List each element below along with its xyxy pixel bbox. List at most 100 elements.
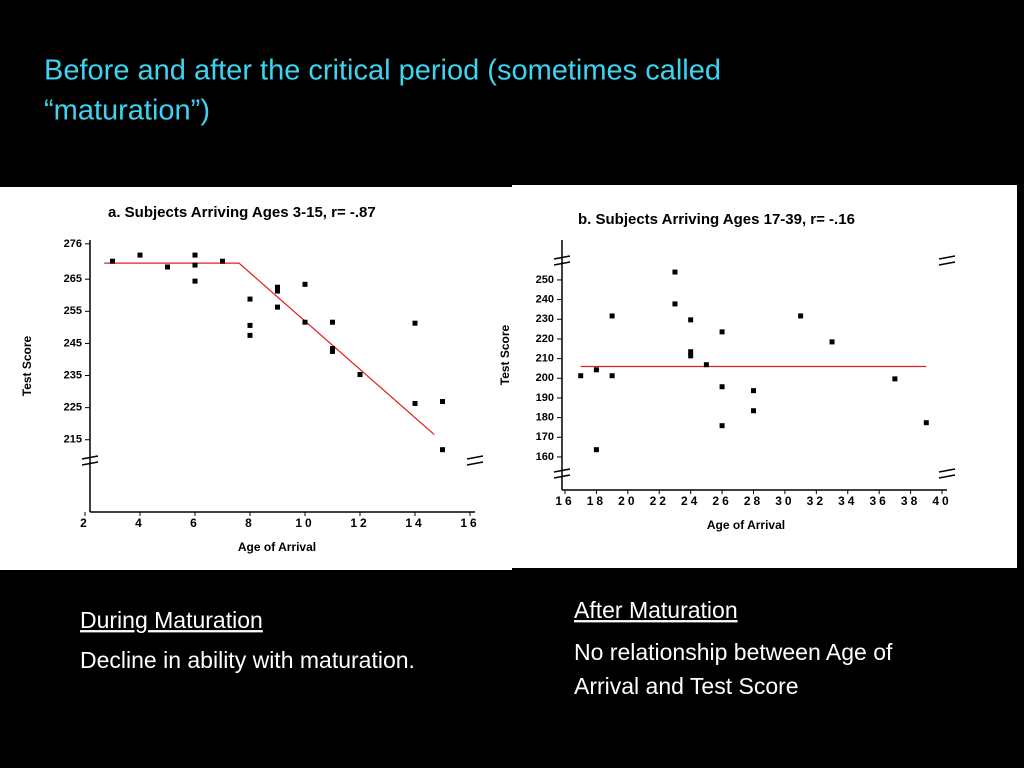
point: [192, 252, 198, 258]
point: [923, 420, 929, 426]
x-tick-label: 28: [744, 494, 763, 508]
y-axis-label: Test Score: [20, 335, 34, 396]
x-tick-label: 22: [650, 494, 669, 508]
point: [751, 388, 756, 394]
point: [192, 262, 198, 268]
point: [247, 332, 253, 338]
axis-break: [553, 474, 571, 479]
x-tick-label: 14: [405, 516, 424, 530]
point: [719, 329, 725, 335]
y-tick-label: 160: [536, 451, 554, 463]
x-tick-label: 24: [681, 494, 700, 508]
y-tick-label: 215: [64, 434, 82, 446]
slide-title: “maturation”): [44, 95, 210, 127]
y-tick-label: 220: [536, 333, 554, 345]
x-tick-label: 26: [712, 494, 731, 508]
axis-break: [553, 468, 571, 473]
axis-break: [81, 455, 99, 460]
y-tick-label: 235: [64, 369, 82, 381]
axis-break: [938, 255, 956, 260]
x-tick-label: 30: [775, 494, 794, 508]
axis-break: [938, 474, 956, 479]
x-tick-label: 10: [295, 516, 314, 530]
point: [302, 319, 308, 325]
point: [275, 288, 280, 294]
slide-title: Before and after the critical period (so…: [44, 55, 721, 87]
panel: [512, 185, 1017, 568]
axis-break: [466, 455, 484, 460]
y-tick-label: 210: [536, 353, 554, 365]
y-tick-label: 240: [536, 294, 554, 306]
point: [440, 399, 445, 405]
point: [672, 301, 678, 307]
point: [798, 313, 804, 319]
x-tick-label: 34: [838, 494, 857, 508]
y-tick-label: 180: [536, 412, 554, 424]
x-axis-label: Age of Arrival: [707, 518, 785, 532]
point: [247, 322, 253, 328]
point: [110, 258, 115, 264]
point: [192, 278, 198, 284]
point: [719, 423, 725, 429]
y-tick-label: 190: [536, 392, 554, 404]
point: [688, 353, 694, 359]
y-tick-label: 265: [64, 273, 82, 285]
x-tick-label: 12: [350, 516, 369, 530]
caption-heading: After Maturation: [574, 597, 738, 623]
axis-break: [938, 468, 956, 473]
caption-text: No relationship between Age of: [574, 639, 893, 665]
x-axis-label: Age of Arrival: [238, 540, 316, 554]
axis-break: [81, 461, 99, 466]
point: [672, 269, 678, 275]
y-tick-label: 276: [64, 238, 82, 250]
x-tick-label: 16: [555, 494, 574, 508]
point: [609, 373, 615, 379]
chart-title: b. Subjects Arriving Ages 17-39, r= -.16: [578, 211, 855, 228]
point: [302, 281, 308, 287]
point: [578, 373, 584, 379]
x-tick-label: 2: [80, 516, 90, 530]
axis-break: [553, 255, 571, 260]
point: [688, 317, 694, 323]
caption-heading: During Maturation: [80, 607, 263, 633]
x-tick-label: 40: [932, 494, 951, 508]
x-tick-label: 6: [190, 516, 200, 530]
y-tick-label: 255: [64, 305, 82, 317]
y-tick-label: 170: [536, 431, 554, 443]
x-tick-label: 38: [901, 494, 920, 508]
point: [275, 284, 280, 290]
axis-break: [938, 261, 956, 266]
point: [220, 258, 225, 264]
axis-break: [466, 461, 484, 466]
y-tick-label: 245: [64, 337, 82, 349]
point: [330, 348, 335, 354]
point: [593, 447, 599, 453]
y-tick-label: 250: [536, 274, 554, 286]
point: [703, 362, 709, 368]
point: [412, 320, 418, 326]
x-tick-label: 8: [245, 516, 255, 530]
axis-break: [553, 261, 571, 266]
point: [247, 296, 253, 302]
x-tick-label: 16: [460, 516, 479, 530]
point: [892, 376, 898, 382]
caption-text: Arrival and Test Score: [574, 673, 799, 699]
point: [412, 400, 418, 406]
chart-title: a. Subjects Arriving Ages 3-15, r= -.87: [108, 204, 376, 221]
x-tick-label: 18: [587, 494, 606, 508]
y-axis-label: Test Score: [498, 324, 512, 385]
y-tick-label: 200: [536, 372, 554, 384]
point: [275, 304, 280, 310]
panel: [0, 187, 512, 570]
point: [688, 349, 694, 355]
x-tick-label: 20: [618, 494, 637, 508]
point: [440, 447, 445, 453]
fit-line: [104, 262, 435, 436]
x-tick-label: 32: [807, 494, 826, 508]
point: [330, 319, 335, 325]
x-tick-label: 36: [869, 494, 888, 508]
point: [751, 408, 756, 414]
point: [330, 346, 335, 352]
x-tick-label: 4: [135, 516, 145, 530]
